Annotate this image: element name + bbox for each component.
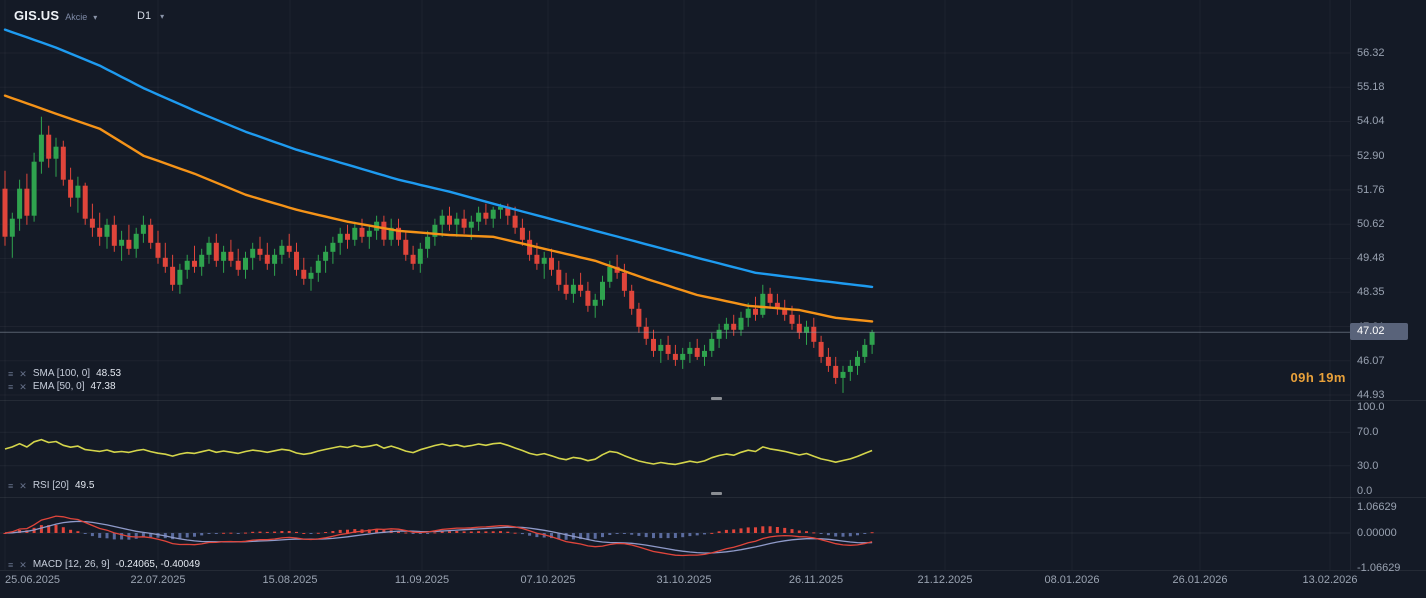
price-axis-tick: 49.48	[1357, 252, 1385, 265]
indicator-settings-icon[interactable]: ≡	[8, 368, 14, 379]
current-price-badge: 47.02	[1350, 323, 1408, 340]
ema-label: EMA [50, 0]	[32, 381, 85, 392]
instrument-type-label: Akcie	[65, 12, 88, 22]
indicator-settings-icon[interactable]: ≡	[8, 559, 14, 570]
ema-value: 47.38	[90, 381, 116, 392]
rsi-axis-tick: 100.0	[1357, 401, 1385, 413]
price-axis-tick: 52.90	[1357, 149, 1385, 162]
macd-label: MACD [12, 26, 9]	[32, 559, 110, 570]
sma-label: SMA [100, 0]	[32, 368, 91, 379]
instrument-selector[interactable]: GIS.US Akcie ▾	[14, 8, 97, 23]
sma-indicator-row: ≡ ✕ SMA [100, 0] 48.53	[8, 368, 121, 379]
macd-axis-tick: 0.00000	[1357, 527, 1397, 539]
date-axis-label: 13.02.2026	[1302, 574, 1358, 586]
price-axis-tick: 55.18	[1357, 81, 1385, 94]
rsi-value: 49.5	[74, 480, 95, 491]
macd-panel-resize-handle[interactable]	[711, 492, 722, 495]
price-axis-tick: 50.62	[1357, 218, 1385, 231]
chevron-down-icon: ▾	[93, 13, 98, 22]
date-axis-label: 26.11.2025	[788, 574, 844, 586]
date-axis-label: 31.10.2025	[656, 574, 712, 586]
macd-axis-tick: -1.06629	[1357, 562, 1401, 574]
chevron-down-icon: ▾	[160, 11, 165, 21]
rsi-axis-tick: 0.0	[1357, 485, 1373, 497]
rsi-panel-resize-handle[interactable]	[711, 397, 722, 400]
indicator-close-icon[interactable]: ✕	[19, 559, 27, 570]
date-axis-label: 25.06.2025	[5, 574, 61, 586]
date-axis-label: 15.08.2025	[262, 574, 318, 586]
rsi-label: RSI [20]	[32, 480, 69, 491]
candle-countdown: 09h 19m	[1290, 370, 1346, 385]
date-axis-label: 22.07.2025	[130, 574, 186, 586]
indicator-settings-icon[interactable]: ≡	[8, 381, 14, 392]
price-axis-tick: 44.93	[1357, 389, 1385, 401]
price-axis-tick: 51.76	[1357, 183, 1385, 196]
macd-axis-tick: 1.06629	[1357, 501, 1397, 513]
timeframe-selector[interactable]: D1 ▾	[137, 10, 164, 22]
price-axis-tick: 46.07	[1357, 354, 1385, 367]
date-axis-label: 11.09.2025	[394, 574, 450, 586]
indicator-close-icon[interactable]: ✕	[19, 381, 27, 392]
price-axis-tick: 48.35	[1357, 286, 1385, 299]
date-axis-label: 21.12.2025	[917, 574, 973, 586]
ema-indicator-row: ≡ ✕ EMA [50, 0] 47.38	[8, 381, 116, 392]
rsi-indicator-row: ≡ ✕ RSI [20] 49.5	[8, 480, 94, 491]
sma-value: 48.53	[96, 368, 122, 379]
date-axis-label: 26.01.2026	[1172, 574, 1228, 586]
price-axis-tick: 56.32	[1357, 47, 1385, 59]
price-axis-tick: 54.04	[1357, 115, 1385, 128]
rsi-axis-tick: 30.0	[1357, 459, 1379, 472]
rsi-axis-tick: 70.0	[1357, 426, 1379, 439]
indicator-close-icon[interactable]: ✕	[19, 368, 27, 379]
indicator-settings-icon[interactable]: ≡	[8, 480, 14, 491]
timeframe-label: D1	[137, 10, 152, 22]
macd-indicator-row: ≡ ✕ MACD [12, 26, 9] -0.24065, -0.40049	[8, 559, 200, 570]
instrument-symbol: GIS.US	[14, 8, 60, 23]
indicator-close-icon[interactable]: ✕	[19, 480, 27, 491]
date-axis-label: 07.10.2025	[520, 574, 576, 586]
date-axis-label: 08.01.2026	[1044, 574, 1100, 586]
macd-value: -0.24065, -0.40049	[115, 559, 201, 570]
